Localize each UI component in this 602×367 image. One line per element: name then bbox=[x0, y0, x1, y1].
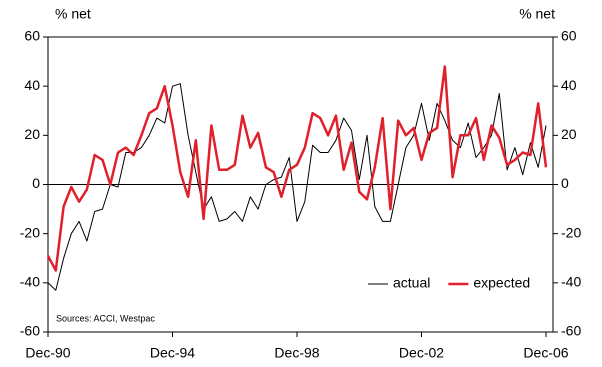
x-tick-label: Dec-02 bbox=[399, 345, 444, 361]
y2-tick-label: 20 bbox=[561, 126, 577, 142]
y2-tick-label: 60 bbox=[561, 28, 577, 44]
legend-label: actual bbox=[393, 275, 430, 291]
x-tick-label: Dec-06 bbox=[523, 345, 568, 361]
x-tick-label: Dec-94 bbox=[150, 345, 195, 361]
line-actual bbox=[47, 83, 547, 291]
x-tick-label: Dec-98 bbox=[274, 345, 319, 361]
y2-tick-label: -40 bbox=[561, 274, 581, 290]
y2-tick-label: 40 bbox=[561, 77, 577, 93]
y-tick-label: 0 bbox=[32, 175, 40, 191]
y-tick-label: 40 bbox=[24, 77, 40, 93]
y-tick-label: -40 bbox=[20, 274, 40, 290]
y2-axis-label: % net bbox=[519, 6, 555, 22]
annotation: Sources: ACCI, Westpac bbox=[56, 313, 155, 323]
y-tick-label: -60 bbox=[20, 323, 40, 339]
y2-tick-label: -20 bbox=[561, 224, 581, 240]
line-expected bbox=[46, 65, 548, 272]
x-tick-label: Dec-90 bbox=[25, 345, 70, 361]
legend-label: expected bbox=[473, 275, 530, 291]
y-tick-label: -20 bbox=[20, 224, 40, 240]
y2-tick-label: -60 bbox=[561, 323, 581, 339]
y-axis-label: % net bbox=[55, 6, 91, 22]
y-tick-label: 20 bbox=[24, 126, 40, 142]
y-tick-label: 60 bbox=[24, 28, 40, 44]
y2-tick-label: 0 bbox=[561, 175, 569, 191]
